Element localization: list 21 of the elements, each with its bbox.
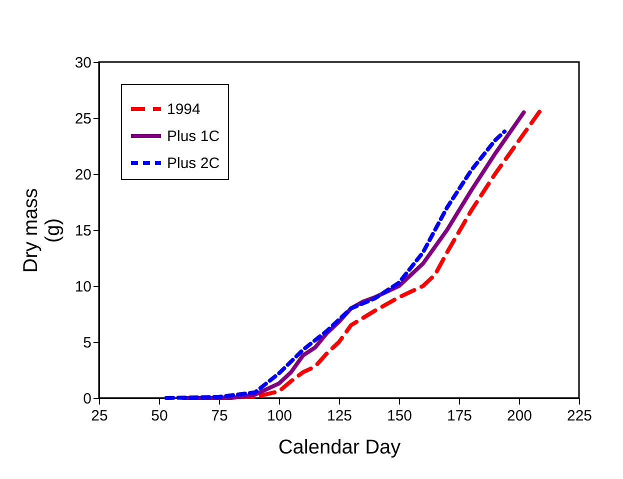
y-tick-label: 20	[74, 166, 92, 184]
y-tick-label: 25	[74, 110, 92, 128]
legend-label: Plus 1C	[167, 128, 220, 145]
y-tick-label: 10	[74, 278, 92, 296]
x-tick-label: 75	[211, 408, 228, 424]
y-tick-label: 5	[83, 334, 92, 352]
y-tick-label: 30	[74, 54, 92, 72]
x-tick-label: 150	[386, 408, 412, 424]
y-tick-label: 15	[74, 222, 92, 240]
y-tick-label: 0	[83, 390, 92, 408]
legend-label: 1994	[167, 101, 200, 118]
x-axis-title: Calendar Day	[278, 436, 401, 458]
x-tick-label: 125	[326, 408, 352, 424]
x-tick-label: 200	[506, 408, 532, 424]
x-tick-label: 175	[446, 408, 472, 424]
legend-label: Plus 2C	[167, 155, 220, 172]
y-axis-title: Dry mass (g)	[20, 188, 64, 273]
line-series	[164, 129, 507, 400]
x-tick-label: 100	[266, 408, 292, 424]
x-tick-label: 225	[566, 408, 592, 424]
x-tick-label: 50	[151, 408, 168, 424]
